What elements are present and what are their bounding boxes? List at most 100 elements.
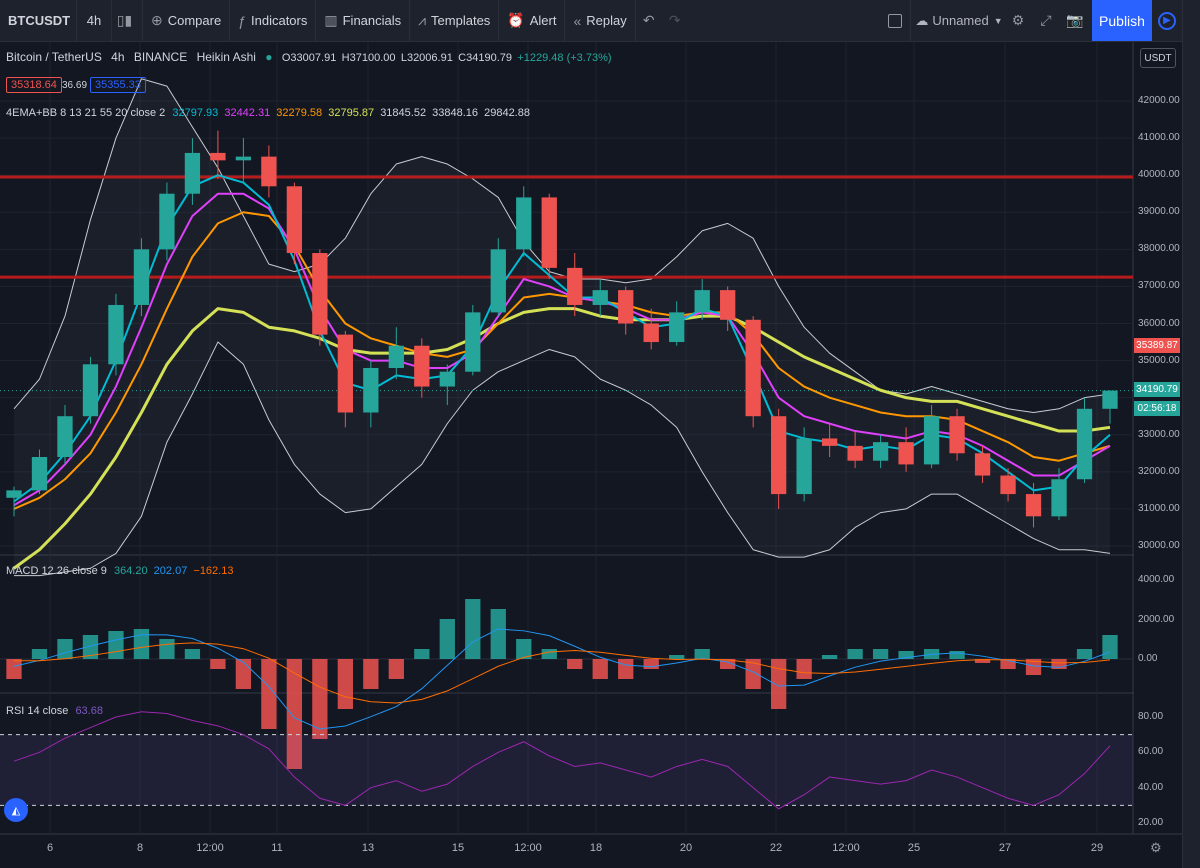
time-axis-label: 25 [907, 842, 921, 854]
macd-histogram-bar [439, 619, 455, 659]
candle-body [643, 323, 659, 343]
snapshot-button[interactable]: 📷 [1060, 0, 1090, 41]
currency-button[interactable]: USDT [1140, 48, 1176, 68]
price-scale-label: 33000.00 [1138, 428, 1180, 440]
bb-basis-value: 31845.52 [380, 107, 427, 119]
gear-icon: ⚙ [1011, 12, 1025, 28]
candle-body [82, 364, 99, 417]
expand-icon: ⤢ [1040, 12, 1052, 28]
fullscreen-toggle-button[interactable] [880, 0, 910, 41]
macd-histogram-bar [312, 659, 328, 739]
buy-button[interactable]: 35355.33 [90, 77, 146, 93]
last-price-tag: 34190.79 [1134, 382, 1180, 397]
templates-button[interactable]: ⩘ Templates [410, 0, 498, 41]
publish-button[interactable]: Publish [1092, 0, 1152, 41]
redo-icon: ↷ [668, 12, 681, 28]
candle-body [821, 438, 838, 446]
macd-histogram-bar [567, 659, 583, 669]
time-axis-label: 11 [271, 842, 283, 854]
financials-label: Financials [342, 13, 402, 28]
macd-histogram-bar [337, 659, 353, 709]
rsi-band-fill [0, 734, 1133, 806]
interval-label: 4h [86, 13, 102, 28]
ema-legend[interactable]: 4EMA+BB 8 13 21 55 20 close 2 32797.93 3… [6, 107, 536, 119]
candle-body [567, 267, 583, 305]
bollinger-band-fill [14, 78, 1110, 576]
rsi-line [13, 711, 1111, 810]
macd-histogram-bar [108, 631, 124, 659]
candle-body [184, 152, 201, 194]
last-price-label: 34190.79 [1136, 384, 1178, 395]
macd-legend-label: MACD 12 26 close 9 [6, 565, 107, 577]
candle-body [720, 290, 736, 320]
replay-button[interactable]: « Replay [565, 0, 634, 41]
rsi-scale-label: 20.00 [1138, 817, 1164, 828]
macd-legend[interactable]: MACD 12 26 close 9 364.20 202.07 −162.13 [6, 565, 239, 577]
bar-chart-icon: ▥ [324, 12, 338, 28]
rsi-scale-label: 40.00 [1138, 781, 1164, 793]
candle-body [974, 453, 991, 476]
play-button[interactable]: ▶ [1152, 0, 1182, 41]
symbol-label: BTCUSDT [8, 13, 71, 28]
chart-canvas[interactable] [0, 42, 1182, 868]
chart-style-button[interactable]: ▯▮ [112, 0, 142, 41]
symbol-search-button[interactable]: BTCUSDT [0, 0, 76, 41]
price-scale-label: 36000.00 [1138, 317, 1180, 329]
candle-body [1102, 390, 1118, 409]
candle-body [312, 253, 328, 335]
compare-button[interactable]: ⊕ Compare [143, 0, 229, 41]
candle-body [745, 319, 761, 417]
fullscreen-button[interactable]: ⤢ [1032, 0, 1060, 41]
settings-button[interactable]: ⚙ [1004, 0, 1032, 41]
price-scale-label: 38000.00 [1138, 243, 1180, 255]
price-scale-label: 39000.00 [1138, 206, 1180, 218]
macd-histogram-bar [1000, 659, 1016, 669]
legend-interval: 4h [111, 50, 125, 64]
rsi-legend[interactable]: RSI 14 close 63.68 [6, 705, 109, 717]
candle-style-icon: ▯▮ [116, 12, 133, 28]
status-dot-icon: ● [265, 50, 273, 64]
time-axis-label: 29 [1090, 842, 1104, 854]
redo-button[interactable]: ↷ [662, 0, 688, 41]
sell-button[interactable]: 35318.64 [6, 77, 62, 93]
replay-label: Replay [586, 13, 627, 28]
bollinger-upper-line [13, 78, 1111, 413]
indicators-button[interactable]: ƒ Indicators [230, 0, 315, 41]
rsi-scale-label: 80.00 [1138, 711, 1164, 722]
ema21-value: 32279.58 [276, 107, 323, 119]
time-axis-label: 20 [679, 842, 693, 854]
undo-icon: ↶ [642, 12, 655, 28]
interval-button[interactable]: 4h [77, 0, 111, 41]
settings-gear-icon[interactable]: ⚙ [1150, 840, 1162, 855]
countdown-label: 02:56:18 [1137, 403, 1177, 414]
spread-value: 36.69 [62, 80, 88, 91]
alert-button[interactable]: ⏰ Alert [499, 0, 564, 41]
legend-low: L32006.91 [400, 52, 453, 64]
rsi-legend-label: RSI 14 close [6, 705, 69, 717]
candle-body [108, 304, 124, 365]
right-panel-strip [1182, 0, 1200, 868]
legend-change: +1229.48 (+3.73%) [517, 52, 612, 64]
layout-name-dropdown[interactable]: ☁ Unnamed ▼ [914, 0, 1004, 41]
tradingview-logo-icon[interactable]: ◭ [4, 798, 28, 822]
rsi-scale-label: 60.00 [1138, 746, 1164, 758]
macd-histogram-bar [388, 659, 404, 679]
price-scale-label: 30000.00 [1138, 540, 1180, 551]
candle-body [541, 197, 557, 268]
ema55-line [13, 307, 1111, 570]
time-axis-label: 12:00 [832, 842, 860, 854]
macd-line-value: 202.07 [153, 565, 188, 577]
candle-body [337, 334, 353, 413]
macd-histogram-bar [541, 649, 557, 659]
macd-histogram-bar [898, 651, 914, 659]
play-icon: ▶ [1158, 11, 1176, 30]
macd-histogram-bar [414, 649, 430, 659]
financials-button[interactable]: ▥ Financials [316, 0, 409, 41]
time-axis-label: 13 [361, 842, 375, 854]
main-legend: Bitcoin / TetherUS 4h BINANCE Heikin Ash… [6, 50, 618, 64]
macd-histogram-bar [669, 655, 685, 659]
undo-button[interactable]: ↶ [636, 0, 662, 41]
macd-scale-label: 0.00 [1138, 653, 1158, 664]
time-axis-label: 12:00 [514, 842, 542, 854]
macd-histogram-bar [1051, 659, 1067, 669]
